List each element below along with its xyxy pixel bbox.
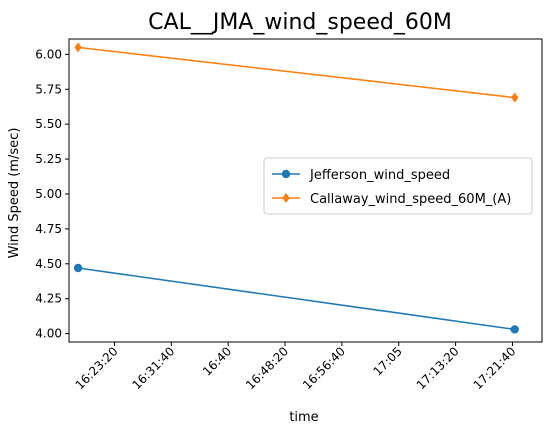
- series-layer: [73, 42, 519, 334]
- y-tick-label: 4.00: [35, 327, 62, 341]
- x-tick-label: 17:05: [370, 344, 404, 378]
- x-tick-label: 17:21:40: [471, 344, 519, 392]
- y-tick-label: 4.75: [35, 222, 62, 236]
- y-tick-label: 5.50: [35, 117, 62, 131]
- x-tick-label: 16:23:20: [73, 344, 121, 392]
- x-axis: 16:23:20 16:31:40 16:40 16:48:20 16:56:40 17:…: [73, 342, 519, 392]
- y-tick-label: 6.00: [35, 47, 62, 61]
- chart-title: CAL__JMA_wind_speed_60M: [148, 10, 452, 35]
- legend-marker: [281, 169, 291, 179]
- plot-area: [68, 38, 543, 343]
- series-line: [77, 267, 515, 331]
- legend-item: Callaway_wind_speed_60M_(A): [272, 192, 511, 207]
- y-tick-label: 5.25: [35, 152, 62, 166]
- y-tick-label: 4.25: [35, 292, 62, 306]
- legend-label: Jefferson_wind_speed: [309, 168, 450, 183]
- y-axis: 4.00 4.25 4.50 4.75 5.00 5.25 5.50 5.75 6.00: [35, 47, 69, 341]
- legend-item: Jefferson_wind_speed: [272, 168, 450, 183]
- data-point: [510, 325, 519, 334]
- data-point: [74, 42, 82, 53]
- y-tick-label: 5.75: [35, 82, 62, 96]
- series-line: [78, 46, 515, 99]
- plot-frame: [68, 38, 543, 343]
- legend-label: Callaway_wind_speed_60M_(A): [310, 192, 511, 207]
- data-point: [510, 92, 519, 103]
- x-tick-label: 17:13:20: [414, 344, 462, 392]
- y-axis-label: Wind Speed (m/sec): [7, 128, 22, 259]
- series-2: [74, 42, 519, 103]
- legend: Jefferson_wind_speed Callaway_wind_speed_…: [263, 157, 533, 215]
- legend-marker: [282, 193, 290, 203]
- x-tick-label: 16:56:40: [300, 344, 348, 392]
- y-tick-label: 5.00: [35, 187, 62, 201]
- x-axis-label: time: [289, 410, 318, 425]
- x-tick-label: 16:48:20: [243, 344, 291, 392]
- x-tick-label: 16:31:40: [129, 344, 177, 392]
- y-tick-label: 4.50: [35, 257, 62, 271]
- legend-box: [263, 157, 533, 215]
- data-point: [73, 263, 83, 273]
- series-1: [73, 263, 519, 334]
- x-tick-label: 16:40: [200, 344, 234, 378]
